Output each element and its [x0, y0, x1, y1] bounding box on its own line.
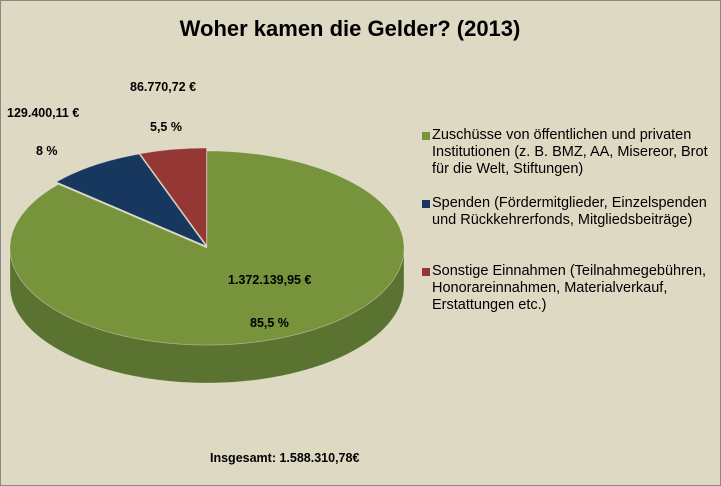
legend-label: Zuschüsse von öffentlichen und privaten … — [432, 127, 708, 177]
pie-slice-2 — [139, 147, 207, 247]
legend-label: Sonstige Einnahmen (Teilnahmegebühren, H… — [432, 263, 707, 313]
value-label-spenden: 129.400,11 € — [7, 106, 80, 120]
legend-item-spenden: Spenden (Fördermitglieder, Einzelspenden… — [420, 195, 720, 229]
legend-item-zuschuesse: Zuschüsse von öffentlichen und privaten … — [420, 127, 720, 178]
percent-label-sonstige: 5,5 % — [150, 120, 182, 134]
percent-label-zuschuesse: 85,5 % — [250, 316, 289, 330]
value-label-zuschuesse: 1.372.139,95 € — [228, 273, 312, 287]
legend-swatch-green — [422, 132, 430, 140]
legend: Zuschüsse von öffentlichen und privaten … — [420, 127, 720, 331]
legend-swatch-red — [422, 268, 430, 276]
chart-title: Woher kamen die Gelder? (2013) — [179, 16, 521, 41]
pie-slice-0 — [9, 150, 405, 346]
value-label-sonstige: 86.770,72 € — [130, 80, 197, 94]
legend-label: Spenden (Fördermitglieder, Einzelspenden… — [432, 195, 707, 228]
percent-label-spenden: 8 % — [36, 144, 58, 158]
legend-item-sonstige: Sonstige Einnahmen (Teilnahmegebühren, H… — [420, 263, 720, 314]
pie-slice-1 — [55, 153, 207, 247]
legend-swatch-blue — [422, 200, 430, 208]
total-label: Insgesamt: 1.588.310,78€ — [210, 451, 360, 465]
